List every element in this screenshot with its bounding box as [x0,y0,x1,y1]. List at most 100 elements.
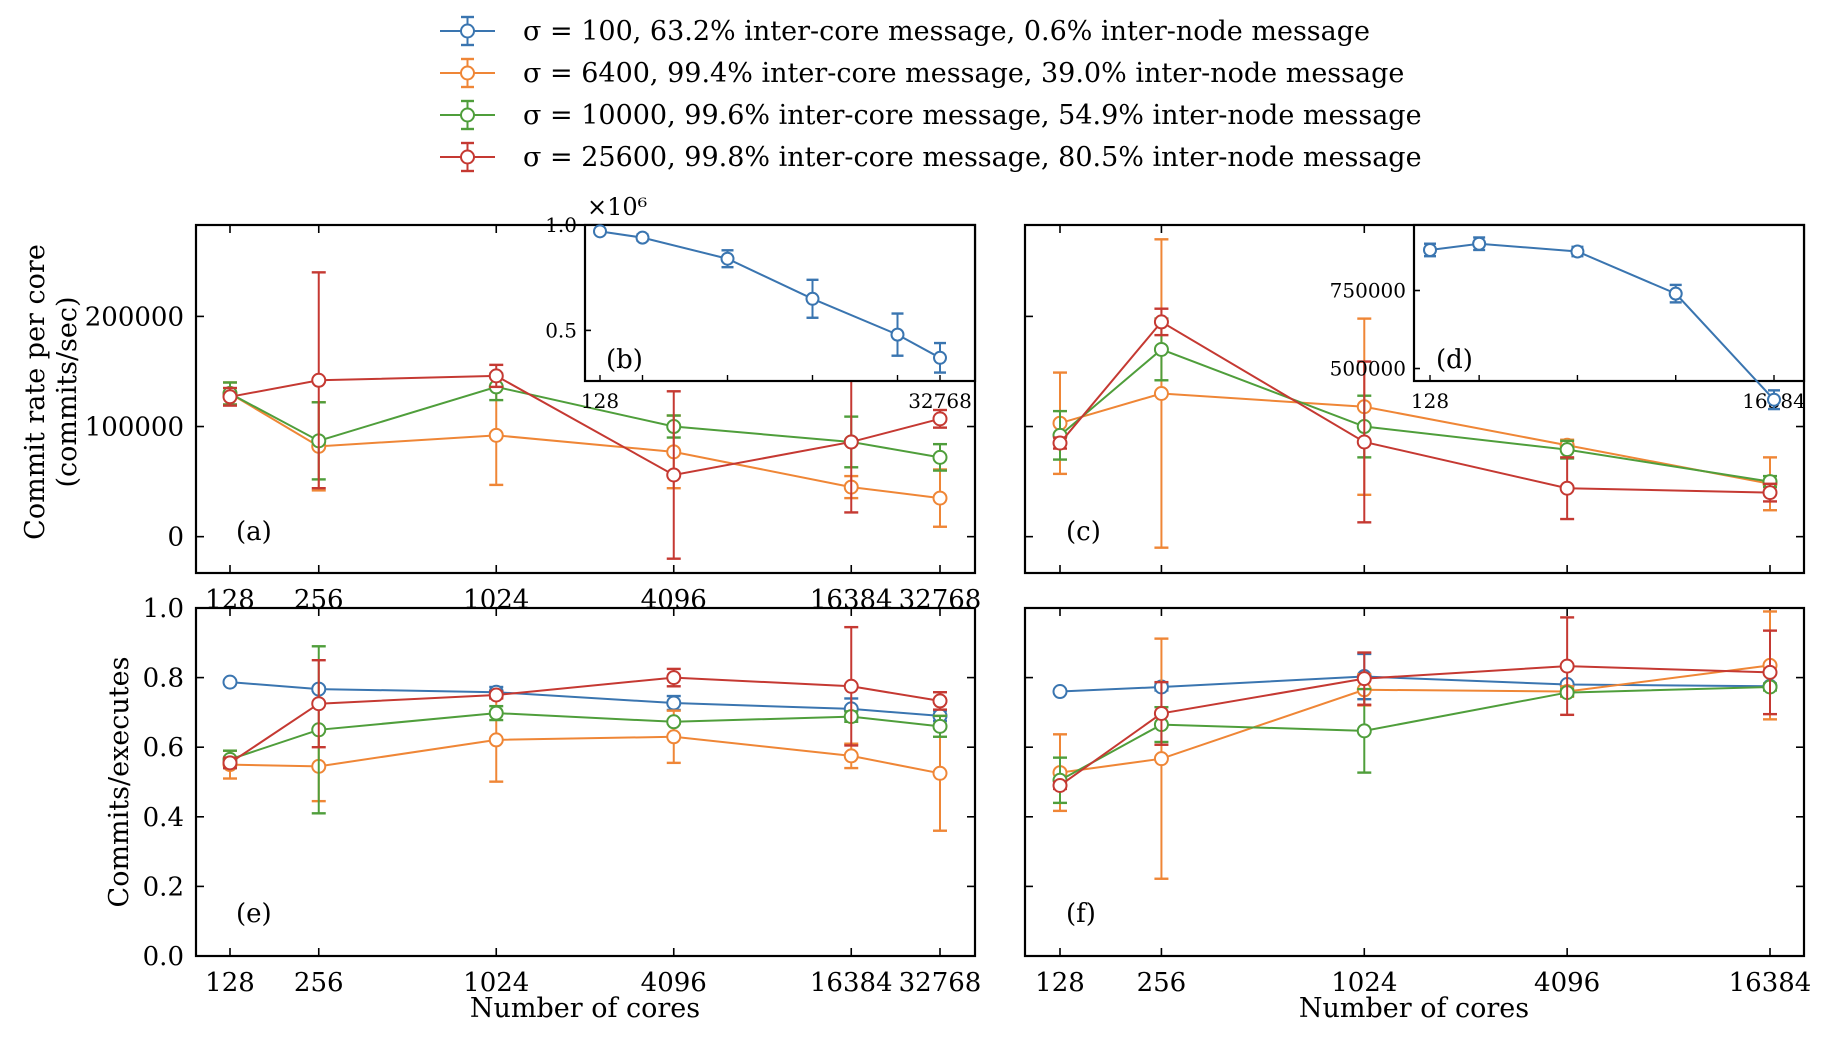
x-axis-label-left: Number of cores [470,993,700,1024]
series-line [229,735,941,775]
data-point [1559,480,1575,496]
data-point [222,674,238,690]
legend-entry: σ = 100, 63.2% inter-core message, 0.6% … [440,15,1370,47]
y-offset-label: ×10⁶ [587,193,647,221]
data-point [1153,705,1169,721]
data-point [666,467,682,483]
y-tick-label: 0.0 [143,942,184,972]
data-point [932,765,948,781]
data-point [222,389,238,405]
y-axis-label-bottom: Commits/executes [104,657,135,908]
x-tick-label: 16384 [1729,968,1812,998]
data-point [1668,286,1683,301]
series-0 [593,224,947,374]
y-tick-label: 750000 [1330,279,1406,303]
data-point [1570,244,1585,259]
data-point [1767,392,1781,407]
series-3 [1052,307,1778,524]
x-tick-label: 1024 [463,968,529,998]
x-tick-label: 256 [294,968,344,998]
legend-entry: σ = 6400, 99.4% inter-core message, 39.0… [440,57,1404,89]
x-tick-label: 32768 [899,968,982,998]
panel-label-f: (f) [1066,899,1096,929]
data-point [843,678,859,694]
series-line [229,374,941,477]
y-axis-label-top-line2: (commits/sec) [52,296,83,487]
data-point [1559,658,1575,674]
legend-marker [460,149,475,165]
series-line [599,230,941,359]
legend-entry: σ = 10000, 99.6% inter-core message, 54.… [440,99,1422,131]
data-point [932,411,948,427]
data-point [932,693,948,709]
legend-marker [460,23,475,39]
legend-marker [460,107,475,123]
panel-e: 128 256 1024 4096 16384 32768 0.0 0.2 0.4 0.6 0.8 1… [143,594,982,998]
data-point [593,224,607,239]
series-0 [1423,236,1781,411]
data-point [1356,723,1372,739]
data-point [1153,385,1169,401]
panel-label-d: (d) [1436,345,1473,375]
series-line [229,392,941,500]
data-point [1052,435,1068,451]
data-point [1559,442,1575,458]
data-point [843,434,859,450]
y-tick-label: 0.6 [143,733,184,763]
y-tick-label: 0 [167,523,184,553]
panel-label-e: (e) [236,899,272,929]
series-3 [222,625,948,771]
x-tick-label: 32768 [908,389,972,413]
data-point [1052,684,1068,700]
series-line [229,681,941,717]
data-point [932,449,948,465]
data-point [488,368,504,384]
data-point [311,372,327,388]
data-point [932,490,948,506]
series-line [229,385,941,459]
data-point [488,427,504,443]
data-point [635,230,650,245]
data-point [666,729,682,745]
data-point [1472,236,1487,251]
data-point [1153,341,1169,357]
series-line [229,676,941,764]
data-point [488,732,504,748]
y-tick-label: 1.0 [545,213,577,237]
panel-b: 128 32768 0.5 1.0 ×10⁶ (b) [545,193,977,413]
legend-label: σ = 10000, 99.6% inter-core message, 54.… [523,100,1422,131]
x-tick-label: 16384 [810,968,893,998]
x-tick-label: 256 [1137,968,1187,998]
data-point [890,327,905,342]
x-tick-label: 128 [581,389,619,413]
data-point [932,718,948,734]
data-point [1423,242,1437,257]
legend-label: σ = 25600, 99.8% inter-core message, 80.… [523,142,1422,173]
data-point [666,670,682,686]
data-point [1153,751,1169,767]
data-point [1762,664,1778,680]
series-line [229,712,941,761]
x-tick-label: 4096 [1534,968,1600,998]
panel-e-frame [194,606,977,958]
data-point [666,695,682,711]
y-tick-label: 0.5 [545,318,577,342]
x-tick-label: 4096 [641,968,707,998]
data-point [1052,777,1068,793]
y-tick-label: 500000 [1330,357,1406,381]
data-point [1356,671,1372,687]
data-point [311,696,327,712]
x-axis-label-right: Number of cores [1299,993,1529,1024]
data-point [488,705,504,721]
y-tick-label: 0.2 [143,872,184,902]
x-tick-label: 128 [1035,968,1085,998]
data-point [720,251,735,266]
legend-entry: σ = 25600, 99.8% inter-core message, 80.… [440,141,1422,173]
y-tick-label: 200000 [85,302,184,332]
panel-f: 128 256 1024 4096 16384 (f) [1023,606,1812,998]
data-point [805,291,820,306]
panel-label-b: (b) [606,345,643,375]
y-tick-label: 0.4 [143,803,184,833]
data-point [843,748,859,764]
